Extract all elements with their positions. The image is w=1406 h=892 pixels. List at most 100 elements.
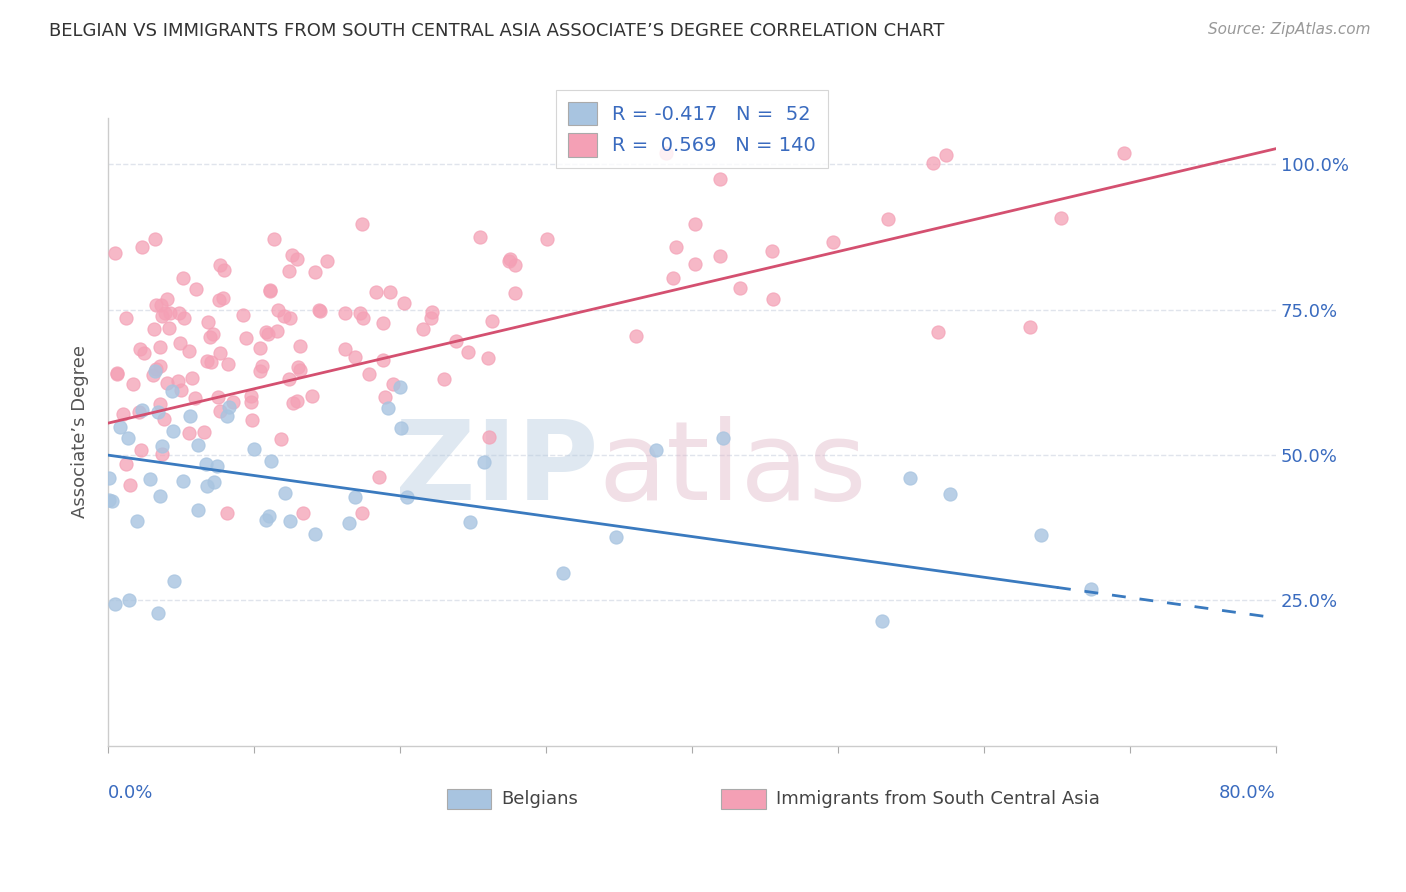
Point — [131, 240, 153, 254]
Point — [169, 335, 191, 350]
Point — [104, 245, 127, 260]
Point — [377, 401, 399, 416]
Point — [139, 472, 162, 486]
Point — [309, 304, 332, 318]
Point — [301, 389, 323, 403]
Point — [208, 293, 231, 307]
Point — [209, 346, 232, 360]
Point — [249, 364, 271, 378]
Point — [1114, 145, 1136, 160]
Point — [481, 314, 503, 328]
Point — [388, 379, 411, 393]
Point — [131, 442, 153, 457]
Text: BELGIAN VS IMMIGRANTS FROM SOUTH CENTRAL ASIA ASSOCIATE’S DEGREE CORRELATION CHA: BELGIAN VS IMMIGRANTS FROM SOUTH CENTRAL… — [49, 22, 945, 40]
Point — [357, 368, 380, 382]
Point — [163, 574, 186, 589]
Point — [624, 328, 647, 343]
Point — [212, 291, 235, 305]
Point — [145, 361, 167, 376]
Point — [194, 458, 217, 472]
Point — [661, 271, 683, 285]
Point — [333, 306, 356, 320]
Point — [285, 394, 308, 409]
Point — [143, 364, 166, 378]
Point — [900, 471, 922, 485]
Point — [266, 303, 288, 318]
Point — [503, 259, 526, 273]
Point — [382, 376, 405, 391]
Point — [935, 147, 957, 161]
Point — [259, 285, 281, 299]
Point — [115, 457, 138, 471]
Point — [472, 455, 495, 469]
Text: atlas: atlas — [599, 416, 868, 523]
Point — [364, 285, 387, 300]
Point — [1029, 527, 1052, 541]
Point — [1019, 320, 1042, 334]
Point — [187, 503, 209, 517]
Point — [266, 324, 288, 338]
Point — [287, 359, 309, 374]
Point — [394, 295, 416, 310]
Point — [120, 478, 142, 492]
Point — [498, 253, 520, 268]
Point — [433, 372, 456, 386]
Point — [371, 316, 394, 330]
Point — [104, 597, 127, 611]
Point — [202, 475, 225, 490]
Point — [215, 506, 238, 520]
Point — [350, 506, 373, 520]
Point — [273, 310, 295, 324]
Point — [177, 344, 200, 359]
Point — [240, 395, 263, 409]
Point — [288, 339, 311, 353]
Point — [212, 262, 235, 277]
Point — [149, 340, 172, 354]
Point — [170, 384, 193, 398]
Point — [368, 470, 391, 484]
Point — [304, 527, 326, 541]
Point — [605, 530, 627, 544]
Point — [308, 303, 330, 318]
Point — [477, 351, 499, 365]
Point — [143, 231, 166, 245]
Point — [259, 508, 281, 523]
Point — [205, 459, 228, 474]
Point — [281, 248, 304, 262]
Point — [458, 515, 481, 529]
Text: Belgians: Belgians — [502, 790, 578, 808]
Point — [148, 607, 170, 621]
Point — [254, 513, 277, 527]
Point — [155, 376, 177, 390]
Point — [683, 217, 706, 231]
Point — [142, 368, 165, 383]
Point — [278, 311, 301, 326]
Legend: R = -0.417   N =  52, R =  0.569   N = 140: R = -0.417 N = 52, R = 0.569 N = 140 — [555, 90, 828, 169]
Point — [125, 514, 148, 528]
Point — [184, 391, 207, 405]
Point — [159, 306, 181, 320]
Point — [98, 493, 121, 508]
Point — [259, 453, 281, 467]
Point — [150, 310, 173, 324]
Point — [218, 400, 240, 414]
Point — [503, 286, 526, 301]
Point — [762, 293, 785, 307]
Point — [167, 305, 190, 319]
Point — [145, 297, 167, 311]
Point — [197, 479, 219, 493]
Point — [105, 366, 128, 380]
Point — [105, 367, 128, 381]
Point — [160, 384, 183, 398]
Point — [110, 419, 132, 434]
Point — [536, 232, 558, 246]
Point — [181, 371, 204, 385]
Point — [343, 490, 366, 504]
Point — [112, 407, 135, 421]
Point — [468, 229, 491, 244]
Point — [207, 390, 229, 404]
Point — [193, 425, 215, 439]
Point — [149, 298, 172, 312]
FancyBboxPatch shape — [721, 789, 765, 809]
Point — [157, 320, 180, 334]
